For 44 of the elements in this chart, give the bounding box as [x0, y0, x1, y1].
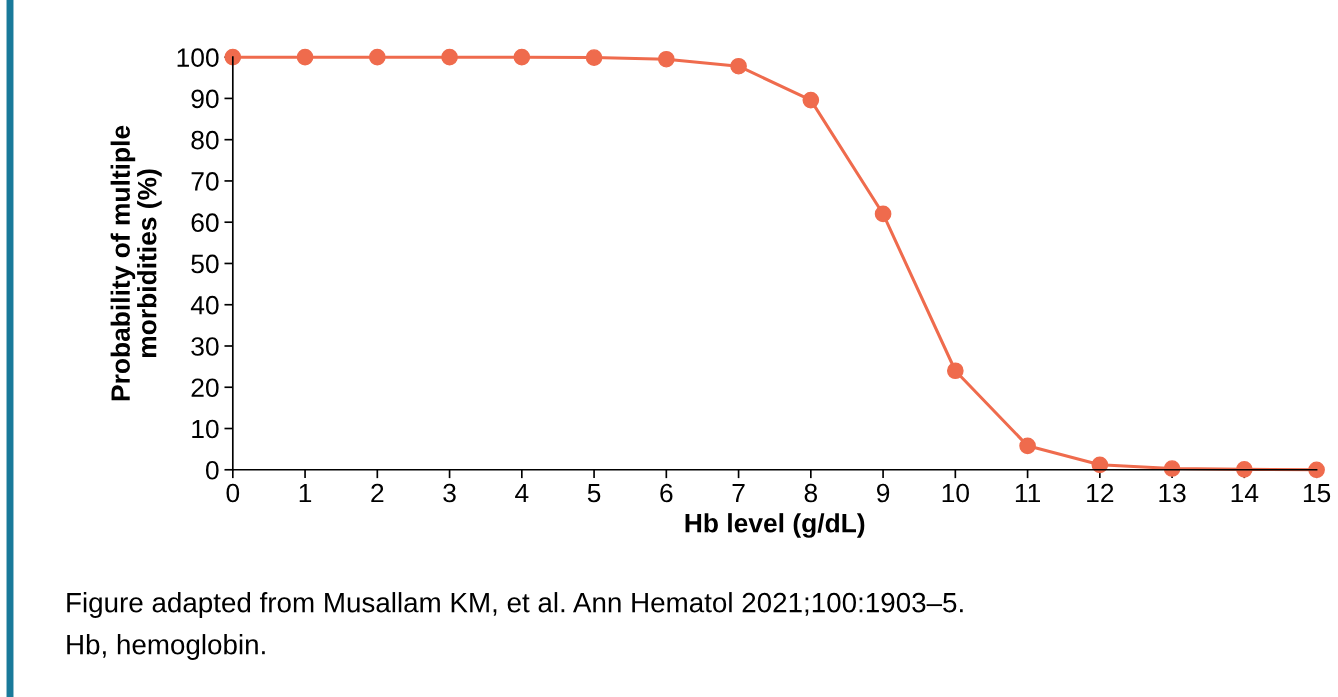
- point: [585, 49, 603, 66]
- point: [224, 48, 242, 66]
- x-tick-label: 11: [1015, 483, 1040, 503]
- x-tick-label: 7: [732, 483, 745, 503]
- x-tick-label: 2: [371, 483, 384, 503]
- point: [657, 50, 675, 68]
- y-tick-label: 70: [191, 172, 219, 191]
- y-tick-label: 0: [205, 460, 219, 480]
- x-axis-title: Hb level (g/dL): [685, 513, 865, 538]
- x-tick-label: 9: [876, 483, 890, 503]
- text: Figure adapted from Musallam KM, et al. Ann Hematol 2021;100:1903–5.: [67, 592, 963, 618]
- point: [1308, 461, 1325, 479]
- y-tick-label: 10: [192, 419, 219, 439]
- x-tick-label: 12: [1087, 483, 1114, 503]
- y-tick-label: 50: [191, 254, 219, 274]
- point: [441, 48, 458, 66]
- point: [730, 57, 747, 75]
- point: [946, 362, 964, 380]
- y-tick-label: 60: [191, 213, 219, 233]
- x-tick-label: 10: [942, 483, 969, 503]
- x-tick-label: 4: [515, 483, 529, 503]
- x-tick-label: 6: [660, 483, 673, 503]
- y-tick-label: 90: [191, 89, 219, 109]
- y-tick-label: 20: [191, 378, 219, 398]
- point: [296, 48, 314, 66]
- point: [368, 48, 386, 66]
- x-tick-label: 13: [1159, 483, 1186, 503]
- x-tick-label: 15: [1303, 483, 1331, 503]
- x-tick-label: 1: [299, 483, 312, 503]
- text: Hb, hemoglobin.: [67, 634, 265, 660]
- y-axis-title: Probability of multiple morbidities (%): [110, 125, 162, 401]
- y-tick-label: 30: [191, 337, 219, 356]
- point: [1019, 437, 1036, 455]
- point: [513, 48, 531, 66]
- x-tick-label: 14: [1231, 483, 1259, 503]
- point: [802, 91, 820, 109]
- y-tick-label: 80: [191, 130, 219, 150]
- point: [874, 205, 892, 223]
- x-tick-label: 0: [226, 483, 240, 503]
- x-tick-label: 8: [804, 483, 818, 503]
- x-tick-label: 5: [587, 483, 601, 503]
- y-tick-label: 100: [177, 48, 219, 67]
- y-tick-label: 40: [190, 295, 219, 315]
- x-tick-label: 3: [443, 483, 456, 503]
